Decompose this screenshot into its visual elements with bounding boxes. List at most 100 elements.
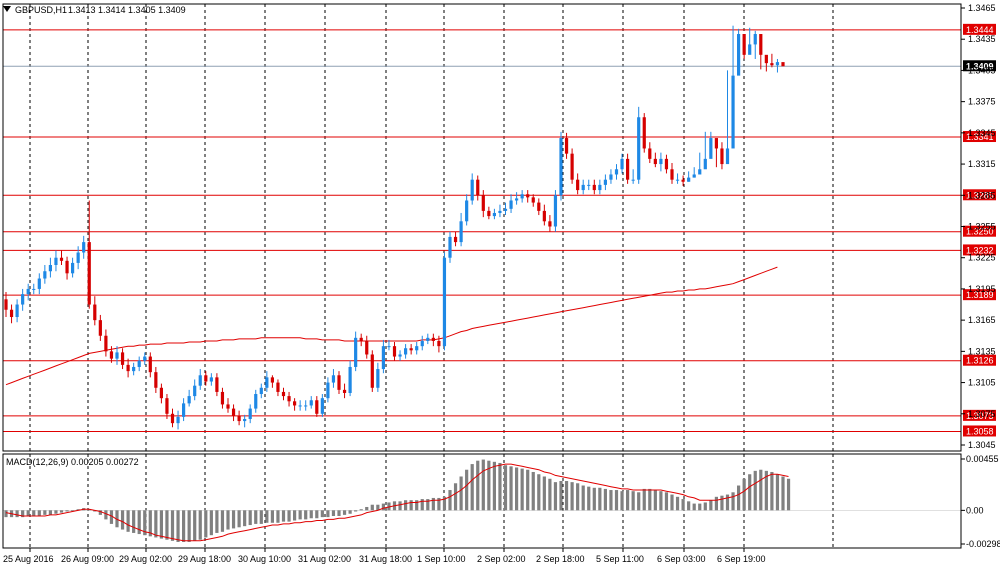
macd-bar [703, 502, 707, 511]
candle-body [21, 294, 25, 305]
macd-bar [137, 510, 141, 535]
macd-bar [59, 510, 64, 513]
macd-bar [542, 476, 546, 511]
macd-bar [98, 510, 102, 515]
macd-bar [786, 478, 791, 511]
candle-body [731, 75, 735, 149]
macd-bar [459, 476, 463, 511]
candle-body [15, 304, 19, 318]
candle-body [65, 260, 69, 274]
candle-body [564, 138, 569, 154]
candle-body [254, 394, 258, 409]
macd-bar [675, 496, 680, 511]
macd-bar [237, 510, 241, 528]
macd-bar [681, 499, 685, 511]
candle-body [542, 210, 546, 222]
macd-bar [520, 468, 524, 511]
candle-body [226, 404, 230, 409]
candle-body [287, 396, 291, 402]
candle-body [193, 385, 197, 397]
level-badge [963, 244, 996, 256]
macd-bar [287, 510, 291, 522]
candle-body [409, 348, 413, 351]
candle-body [198, 375, 202, 386]
level-badge [963, 189, 996, 201]
candle-body [781, 62, 785, 67]
candle-body [187, 396, 191, 404]
symbol-dropdown-icon[interactable] [3, 6, 11, 12]
candle-body [154, 372, 158, 388]
candle-body [204, 375, 208, 382]
macd-signal-line [5, 463, 789, 542]
candle-body [720, 148, 724, 165]
macd-bar [470, 464, 474, 511]
candle-body [243, 418, 247, 422]
candle-body [265, 377, 269, 388]
candle-body [426, 337, 430, 341]
macd-bar [326, 510, 330, 518]
candle-body [4, 299, 8, 310]
current-price-label: 1.3409 [966, 61, 994, 71]
candle-body [54, 257, 58, 265]
macd-bar [126, 510, 130, 532]
macd-bar [526, 469, 530, 511]
candle-body [703, 158, 707, 170]
candle-body [270, 377, 274, 383]
macd-bar [714, 496, 718, 511]
macd-bar [637, 492, 641, 511]
macd-bar [609, 490, 613, 511]
candle-body [453, 236, 458, 243]
candle-body [331, 375, 336, 383]
macd-bar [498, 462, 502, 511]
candle-body [764, 54, 768, 64]
level-label: 1.3126 [966, 356, 994, 366]
candle-body [737, 34, 741, 76]
macd-bar [748, 474, 752, 511]
candle-body [670, 169, 674, 180]
macd-bar [315, 510, 319, 519]
macd-bar [26, 510, 30, 517]
candle-body [648, 148, 652, 159]
candle-body [642, 117, 646, 149]
macd-bar [293, 510, 297, 521]
candle-body [487, 210, 491, 217]
candle-body [137, 360, 141, 367]
level-label: 1.3058 [966, 426, 994, 436]
candle-body [43, 271, 47, 279]
candle-body [132, 366, 136, 372]
current-price-badge [963, 60, 996, 72]
level-label: 1.3073 [966, 411, 994, 421]
candle-body [248, 408, 252, 419]
macd-bar [614, 490, 619, 511]
moving-average-line [5, 266, 778, 386]
level-label: 1.3285 [966, 190, 994, 200]
symbol-label[interactable]: GBPUSD,H1 [15, 5, 67, 15]
macd-bar [476, 460, 480, 511]
macd-bar [620, 491, 624, 511]
macd-bar [104, 510, 108, 520]
macd-bar [231, 510, 236, 529]
macd-bar [642, 488, 646, 511]
candle-body [309, 400, 313, 406]
macd-y-tick-label: 0.00 [966, 505, 984, 515]
candle-body [742, 34, 746, 55]
macd-bar [742, 478, 746, 511]
macd-bar [48, 510, 52, 515]
macd-bar [775, 474, 780, 511]
macd-bar [592, 487, 596, 511]
candle-body [531, 197, 535, 203]
candle-body [387, 346, 391, 348]
candle-body [537, 202, 541, 211]
candle-body [481, 195, 485, 211]
macd-bar [220, 510, 225, 532]
macd-bar [737, 485, 741, 511]
y-tick-label: 1.3165 [968, 315, 996, 325]
macd-bar [182, 510, 186, 542]
candle-body [442, 257, 447, 347]
candle-body [170, 413, 175, 424]
y-tick-label: 1.3315 [968, 159, 996, 169]
y-tick-label: 1.3135 [968, 346, 996, 356]
macd-bar [709, 500, 713, 511]
macd-bar [631, 491, 635, 511]
